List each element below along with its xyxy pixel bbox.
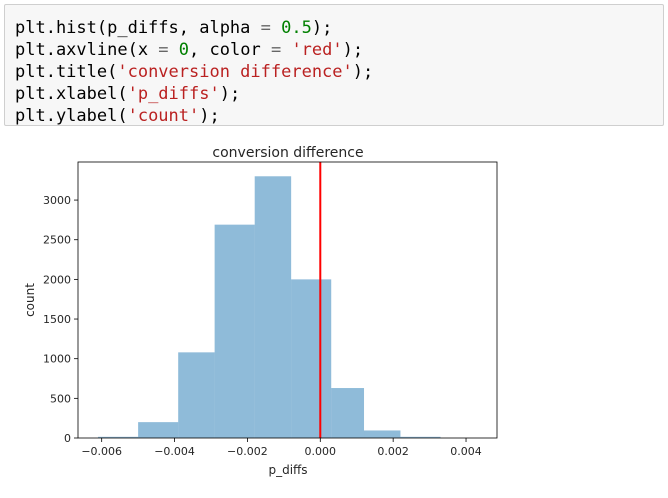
histogram-bar <box>178 352 215 438</box>
y-tick-label: 1000 <box>43 353 71 366</box>
code-line: plt.axvline(x = 0, color = 'red'); <box>15 39 663 61</box>
x-tick-label: −0.004 <box>154 445 195 458</box>
y-tick-label: 2500 <box>43 234 71 247</box>
code-token: 'p_diffs' <box>127 84 220 104</box>
code-token: = <box>260 18 271 38</box>
code-token: plt.axvline(x <box>15 40 159 60</box>
x-tick-label: 0.002 <box>377 445 409 458</box>
y-tick-label: 3000 <box>43 194 71 207</box>
x-tick-label: −0.006 <box>81 445 122 458</box>
histogram-bar <box>331 388 365 438</box>
x-tick-label: −0.002 <box>227 445 268 458</box>
y-axis-label: count <box>23 283 37 317</box>
y-tick-label: 1500 <box>43 313 71 326</box>
code-line: plt.title('conversion difference'); <box>15 61 663 83</box>
code-token: ); <box>342 40 364 60</box>
chart-title: conversion difference <box>212 145 363 161</box>
code-cell[interactable]: plt.hist(p_diffs, alpha = 0.5); plt.axvli… <box>4 4 664 126</box>
histogram-bar <box>291 279 332 438</box>
code-editor[interactable]: plt.hist(p_diffs, alpha = 0.5); plt.axvli… <box>5 5 663 127</box>
y-tick-label: 2000 <box>43 273 71 286</box>
histogram-bars <box>98 176 441 438</box>
code-token <box>281 40 291 60</box>
code-line: plt.hist(p_diffs, alpha = 0.5); <box>15 17 663 39</box>
code-token: 'red' <box>291 40 343 60</box>
code-line: plt.xlabel('p_diffs'); <box>15 83 663 105</box>
x-tick-label: 0.000 <box>305 445 337 458</box>
y-tick-label: 500 <box>50 392 71 405</box>
code-token <box>169 40 179 60</box>
code-token: 'conversion difference' <box>117 62 353 82</box>
code-token: 'count' <box>127 106 200 126</box>
code-token: plt.ylabel( <box>15 106 128 126</box>
code-token: ); <box>352 62 374 82</box>
histogram-bar <box>98 436 139 438</box>
x-axis-ticks: −0.006 −0.004 −0.002 0.000 0.002 0.004 <box>81 438 482 458</box>
code-token <box>271 18 281 38</box>
y-tick-label: 0 <box>64 432 71 445</box>
histogram-bar <box>400 436 441 438</box>
code-token: plt.xlabel( <box>15 84 128 104</box>
axes-frame <box>77 161 498 439</box>
code-line: plt.ylabel('count'); <box>15 105 663 127</box>
code-token: , color <box>189 40 271 60</box>
histogram-chart: conversion difference 0 500 1000 1500 2000 25… <box>23 145 498 477</box>
histogram-bar <box>254 176 292 438</box>
code-token: = <box>270 40 282 60</box>
code-token: plt.hist(p_diffs, alpha <box>15 18 261 38</box>
code-token: = <box>158 40 169 60</box>
code-token: ); <box>219 84 241 104</box>
code-token: 0 <box>178 40 190 60</box>
histogram-bar <box>138 422 179 438</box>
output-area: conversion difference 0 500 1000 1500 2000 25… <box>0 132 668 494</box>
code-token: ); <box>199 106 220 126</box>
histogram-bar <box>214 224 255 438</box>
x-axis-label: p_diffs <box>268 463 307 477</box>
code-token: 0.5 <box>281 18 312 38</box>
code-token: ); <box>311 18 333 38</box>
code-token: plt.title( <box>15 62 118 82</box>
x-tick-label: 0.004 <box>450 445 482 458</box>
y-axis-ticks: 0 500 1000 1500 2000 2500 3000 <box>43 194 78 445</box>
histogram-bar <box>364 430 401 438</box>
